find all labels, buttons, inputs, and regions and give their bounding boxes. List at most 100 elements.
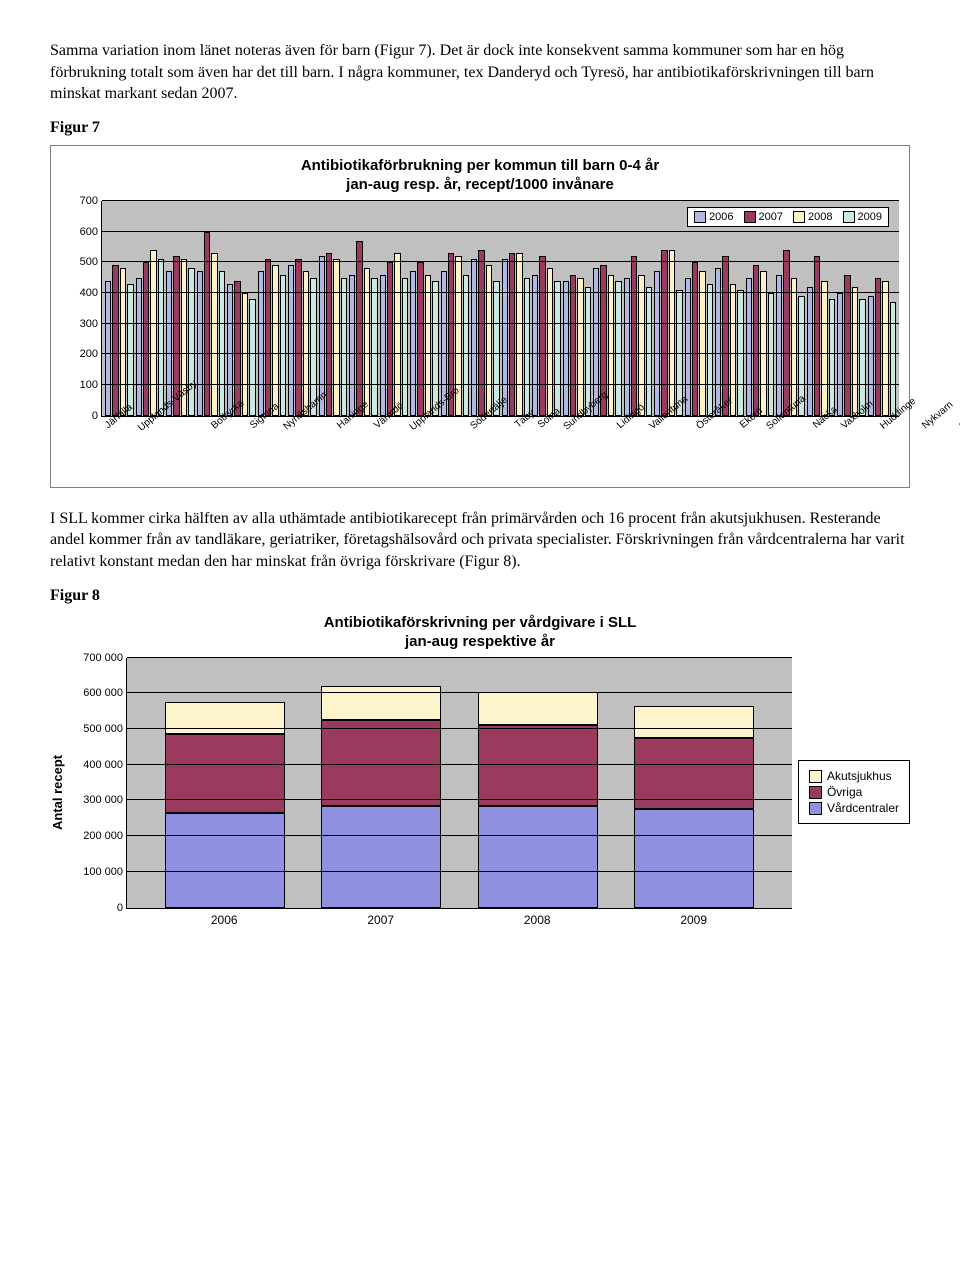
- legend-swatch: [744, 211, 756, 223]
- legend-label: 2009: [858, 211, 882, 223]
- bar-segment: [321, 686, 441, 720]
- chart-1-x-labels: JärfällaUpplands-VäsbyBotkyrkaSigtunaNyn…: [101, 419, 899, 481]
- grid-line: [102, 353, 899, 354]
- grid-line: [102, 323, 899, 324]
- x-label: 2009: [634, 913, 754, 927]
- bar-segment: [634, 706, 754, 738]
- bar-segment: [478, 806, 598, 908]
- bar: [272, 265, 278, 416]
- legend-label: Övriga: [827, 785, 862, 799]
- y-tick-label: 300 000: [83, 794, 127, 806]
- bar: [890, 302, 896, 416]
- middle-paragraph: I SLL kommer cirka hälften av alla uthäm…: [50, 508, 910, 573]
- bar: [608, 275, 614, 416]
- bar: [486, 265, 492, 416]
- bar: [249, 299, 255, 416]
- legend-label: Akutsjukhus: [827, 769, 892, 783]
- legend-item: 2009: [843, 211, 882, 223]
- y-tick-label: 0: [117, 902, 127, 914]
- bar: [624, 278, 630, 416]
- bar: [753, 265, 759, 416]
- bar: [380, 275, 386, 416]
- bar: [814, 256, 820, 416]
- bar: [524, 278, 530, 416]
- bar: [394, 253, 400, 416]
- chart-1-title-line2: jan-aug resp. år, recept/1000 invånare: [346, 176, 614, 193]
- grid-line: [127, 835, 792, 836]
- bar: [715, 268, 721, 415]
- bar: [219, 271, 225, 415]
- bar-segment: [165, 813, 285, 908]
- grid-line: [127, 692, 792, 693]
- chart-2-legend: AkutsjukhusÖvrigaVårdcentraler: [798, 760, 910, 824]
- bar: [852, 287, 858, 416]
- bar: [417, 262, 423, 416]
- bar: [136, 278, 142, 416]
- bar: [326, 253, 332, 416]
- bar: [402, 278, 408, 416]
- bar: [150, 250, 156, 416]
- bar: [364, 268, 370, 415]
- bar: [783, 250, 789, 416]
- legend-swatch: [843, 211, 855, 223]
- bar: [547, 268, 553, 415]
- intro-paragraph: Samma variation inom länet noteras även …: [50, 40, 910, 105]
- legend-swatch: [809, 786, 822, 799]
- chart-2-container: Antibiotikaförskrivning per vårdgivare i…: [50, 613, 910, 927]
- bar: [577, 278, 583, 416]
- bar: [692, 262, 698, 416]
- chart-2-x-labels: 2006200720082009: [126, 909, 792, 927]
- y-tick-label: 700: [80, 195, 102, 207]
- grid-line: [127, 728, 792, 729]
- bar: [821, 281, 827, 416]
- bar: [760, 271, 766, 415]
- chart-1-title: Antibiotikaförbrukning per kommun till b…: [61, 156, 899, 195]
- legend-swatch: [809, 770, 822, 783]
- legend-label: 2008: [808, 211, 832, 223]
- bar: [303, 271, 309, 415]
- bar-segment: [165, 702, 285, 734]
- bar: [478, 250, 484, 416]
- bar: [425, 275, 431, 416]
- bar: [112, 265, 118, 416]
- bar: [707, 284, 713, 416]
- bar: [204, 232, 210, 416]
- grid-line: [127, 657, 792, 658]
- stacked-bar: [165, 702, 285, 907]
- bar: [768, 293, 774, 416]
- bar: [463, 275, 469, 416]
- bar: [669, 250, 675, 416]
- bar: [631, 256, 637, 416]
- grid-line: [102, 384, 899, 385]
- bar-segment: [478, 725, 598, 805]
- grid-line: [127, 799, 792, 800]
- legend-item: Akutsjukhus: [809, 769, 899, 783]
- legend-swatch: [809, 802, 822, 815]
- legend-item: 2007: [744, 211, 783, 223]
- bar: [776, 275, 782, 416]
- grid-line: [102, 200, 899, 201]
- x-label: 2008: [477, 913, 597, 927]
- bar: [387, 262, 393, 416]
- bar: [356, 241, 362, 416]
- bar: [158, 259, 164, 416]
- bar: [371, 278, 377, 416]
- y-tick-label: 300: [80, 318, 102, 330]
- bar: [722, 256, 728, 416]
- chart-2-title: Antibiotikaförskrivning per vårdgivare i…: [50, 613, 910, 652]
- bar: [288, 265, 294, 416]
- bar: [875, 278, 881, 416]
- y-tick-label: 0: [92, 410, 102, 422]
- chart-1-container: Antibiotikaförbrukning per kommun till b…: [50, 145, 910, 488]
- bar-segment: [634, 809, 754, 907]
- bar: [295, 259, 301, 416]
- grid-line: [102, 231, 899, 232]
- legend-item: Övriga: [809, 785, 899, 799]
- stacked-bar: [321, 686, 441, 907]
- bar: [837, 293, 843, 416]
- y-tick-label: 700 000: [83, 652, 127, 664]
- bar: [844, 275, 850, 416]
- bar: [829, 299, 835, 416]
- bar: [280, 275, 286, 416]
- bar: [539, 256, 545, 416]
